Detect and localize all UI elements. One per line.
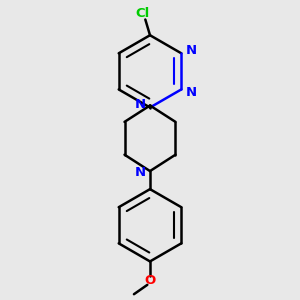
- Text: N: N: [134, 166, 146, 179]
- Text: Cl: Cl: [136, 7, 150, 20]
- Text: N: N: [186, 85, 197, 99]
- Text: N: N: [186, 44, 197, 57]
- Text: N: N: [134, 98, 146, 111]
- Text: O: O: [144, 274, 156, 287]
